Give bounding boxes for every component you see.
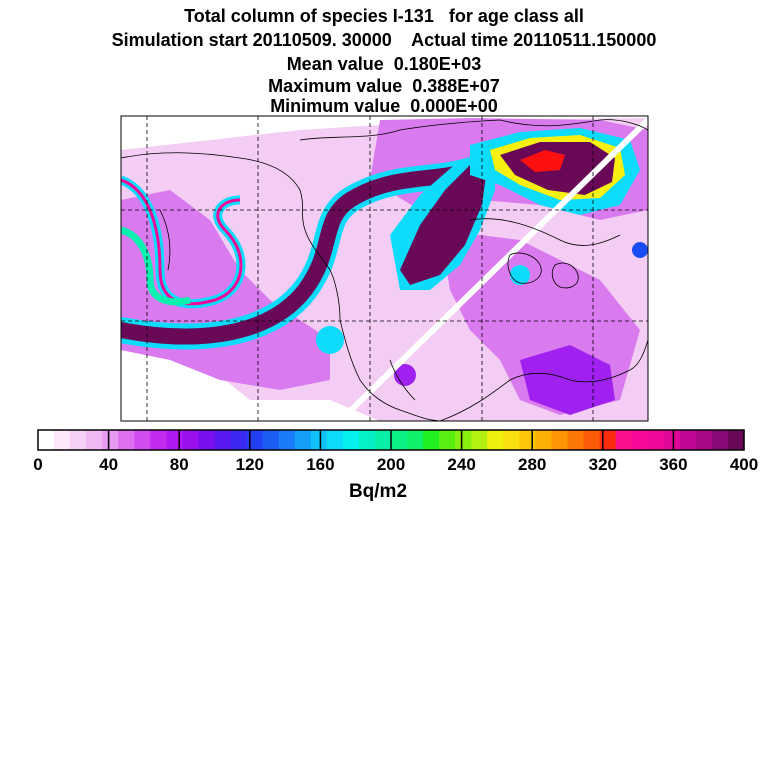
plume-filament-outer-hook-core [121,178,243,306]
colorbar-swatch [54,430,71,450]
colorbar-tick-label: 200 [377,455,405,474]
colorbar-swatch [679,430,697,450]
colorbar-tick-label: 240 [447,455,475,474]
colorbar-swatch [38,430,55,450]
colorbar-swatch [294,430,312,450]
colorbar-swatch [86,430,103,450]
colorbar-swatch [342,430,360,450]
colorbar-swatch [358,430,376,450]
plume-northeast-peak [520,150,565,172]
colorbar-ticks: 0 40 80 120 160 200 240 280 320 360 400 [33,430,758,474]
hotspot-great-lakes [510,265,530,285]
colorbar-swatch [647,430,665,450]
colorbar-swatch [487,430,504,450]
colorbar-swatch [407,430,424,450]
colorbar-swatch [695,430,713,450]
colorbar-swatch [214,430,232,450]
colorbar-swatch [455,430,472,450]
colorbar-swatch [615,430,633,450]
coastline-overlay [121,119,648,421]
colorbar-swatch [503,430,520,450]
plume-central-lobe [400,160,488,285]
colorbar-swatch [230,430,248,450]
simulation-time-info: Simulation start 20110509. 30000 Actual … [111,30,657,50]
plume-filament-inner-hook [121,226,191,306]
colorbar-swatch [182,430,200,450]
colorbar-swatch [519,430,537,450]
colorbar-swatch [278,430,296,450]
colorbar-swatch [150,430,167,450]
minimum-value: Minimum value 0.000E+00 [270,96,498,116]
colorbar-swatch [166,430,184,450]
maximum-value: Maximum value 0.388E+07 [268,76,500,96]
no-data-swath [337,117,648,421]
colorbar-tick-label: 80 [170,455,189,474]
colorbar-swatch [439,430,456,450]
colorbar-swatch [567,430,585,450]
colorbar-swatch [102,430,119,450]
colorbar-swatch [535,430,553,450]
map-title: Total column of species I-131 for age cl… [184,6,584,26]
map-panel[interactable] [121,116,648,421]
colorbar-swatch [551,430,569,450]
colorbar-swatch [391,430,408,450]
colorbar-swatch [631,430,649,450]
colorbar [38,430,745,450]
colorbar-swatch [423,430,440,450]
colorbar-swatch [262,430,280,450]
colorbar-swatch [471,430,488,450]
colorbar-unit-label: Bq/m2 [349,481,407,502]
colorbar-swatch [70,430,87,450]
concentration-patch-gulf [520,345,615,415]
colorbar-swatch [663,430,681,450]
hotspot-pacific-northwest [316,326,344,354]
colorbar-swatch [711,430,729,450]
colorbar-swatch [326,430,344,450]
colorbar-swatch [310,430,328,450]
graticule [121,116,648,421]
colorbar-swatch [198,430,216,450]
colorbar-tick-label: 160 [306,455,334,474]
colorbar-tick-label: 360 [659,455,687,474]
colorbar-tick-label: 280 [518,455,546,474]
colorbar-tick-label: 400 [730,455,758,474]
colorbar-swatch [727,430,745,450]
hotspot-hudson [632,242,648,258]
colorbar-swatch [134,430,151,450]
colorbar-swatch [599,430,617,450]
colorbar-tick-label: 0 [33,455,42,474]
mean-value: Mean value 0.180E+03 [286,54,482,74]
colorbar-tick-label: 40 [99,455,118,474]
colorbar-tick-label: 320 [589,455,617,474]
colorbar-swatch [583,430,601,450]
map-frame [120,115,649,422]
colorbar-swatch [118,430,135,450]
colorbar-swatch [374,430,392,450]
colorbar-swatch [246,430,264,450]
colorbar-tick-label: 120 [236,455,264,474]
